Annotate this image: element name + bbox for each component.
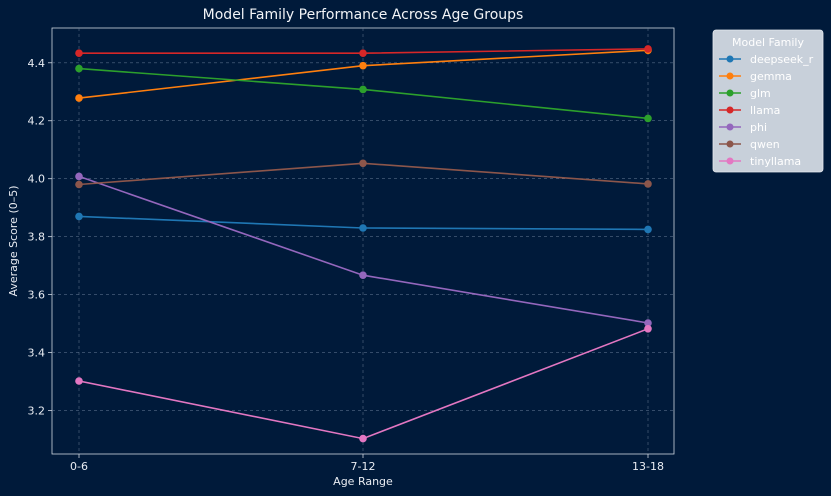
y-tick-label: 4.0 [28,173,46,186]
data-point-glm [75,64,83,73]
y-tick-label: 3.4 [28,347,46,360]
x-axis-title: Age Range [333,475,393,488]
legend-marker-gemma [726,72,734,80]
legend-marker-qwen [726,140,734,148]
legend-marker-glm [726,89,734,97]
y-tick-label: 4.2 [28,115,46,128]
data-point-llama [75,49,83,57]
data-point-glm [359,85,367,94]
data-point-phi [75,172,83,181]
chart-title: Model Family Performance Across Age Grou… [203,7,524,23]
series [75,45,652,443]
x-tick-label: 7-12 [351,460,376,473]
data-point-llama [644,45,652,53]
legend-box [712,29,824,173]
legend-label-glm: glm [750,87,771,100]
series-tinyllama [75,325,652,443]
y-tick-label: 3.8 [28,231,46,244]
data-point-llama [359,49,367,57]
series-qwen [75,159,652,189]
legend-marker-deepseek_r [726,55,734,63]
y-tick-label: 3.2 [28,405,46,418]
x-tick-label: 0-6 [70,460,88,473]
legend-marker-llama [726,106,734,114]
series-phi [75,172,652,327]
data-point-tinyllama [644,325,652,333]
legend-label-deepseek_r: deepseek_r [750,53,814,66]
data-point-gemma [75,94,83,102]
data-point-deepseek_r [644,225,652,234]
legend-marker-phi [726,123,734,131]
data-point-tinyllama [75,377,83,385]
legend-label-gemma: gemma [750,70,792,83]
x-tick-label: 13-18 [632,460,664,473]
legend-marker-tinyllama [726,157,734,165]
data-point-deepseek_r [359,224,367,232]
data-point-glm [644,114,652,123]
legend-label-tinyllama: tinyllama [750,155,801,168]
y-tick-label: 3.6 [28,289,46,302]
series-gemma [75,46,652,102]
data-point-qwen [644,180,652,188]
data-point-tinyllama [359,434,367,443]
legend-label-qwen: qwen [750,138,780,151]
y-axis-title: Average Score (0–5) [7,185,20,296]
axes: 0-6 7-12 13-18 3.2 3.4 3.6 3.8 4.0 4.2 4.4 [28,57,664,473]
data-point-phi [359,271,367,280]
y-tick-label: 4.4 [28,57,46,70]
data-point-qwen [359,159,367,168]
legend-label-llama: llama [750,104,780,117]
data-point-qwen [75,180,83,189]
data-point-phi [644,319,652,327]
data-point-deepseek_r [75,212,83,221]
legend-label-phi: phi [750,121,767,134]
series-glm [75,64,652,123]
series-llama [75,45,652,57]
data-point-gemma [359,61,367,70]
legend-title: Model Family [732,36,804,49]
series-deepseek_r [75,212,652,234]
